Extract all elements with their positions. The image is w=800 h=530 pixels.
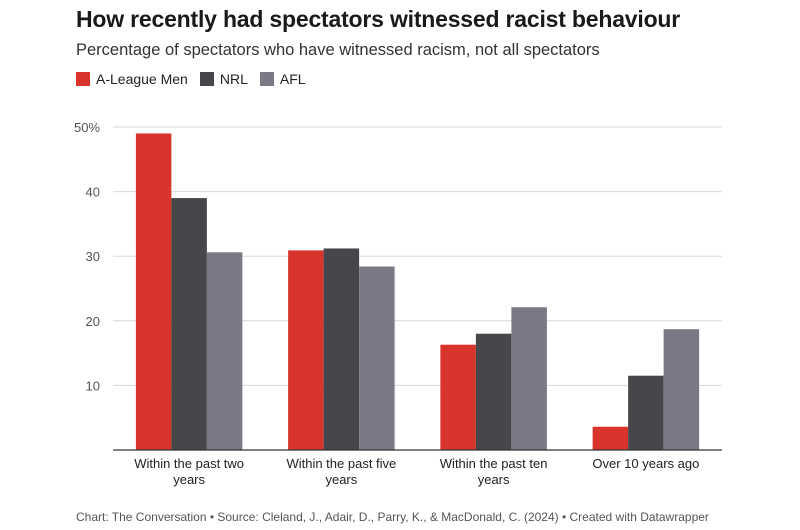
x-tick-label: years — [325, 472, 357, 487]
x-tick-label: Within the past five — [286, 456, 396, 471]
x-tick-label: Within the past two — [134, 456, 244, 471]
legend-item: AFL — [259, 71, 306, 87]
legend-label: NRL — [219, 71, 248, 87]
bar — [592, 426, 629, 450]
x-tick-label: Within the past ten — [440, 456, 548, 471]
legend-swatch — [259, 72, 274, 86]
bar — [323, 248, 360, 450]
x-tick-label: Over 10 years ago — [592, 456, 699, 471]
bar — [663, 329, 700, 450]
bar — [171, 198, 207, 450]
legend-swatch — [76, 72, 90, 86]
chart-title: How recently had spectators witnessed ra… — [76, 6, 681, 32]
x-tick-label: years — [478, 472, 510, 487]
chart-subtitle: Percentage of spectators who have witnes… — [76, 41, 600, 59]
y-tick-label: 10 — [86, 378, 100, 393]
bar — [359, 266, 395, 450]
y-tick-label: 30 — [86, 249, 100, 264]
legend: A-League Men NRL AFL — [76, 71, 318, 87]
legend-item: NRL — [199, 71, 248, 87]
bar — [475, 333, 512, 450]
bar — [511, 307, 547, 450]
legend-label: AFL — [279, 71, 306, 87]
bar — [135, 133, 172, 450]
y-tick-label: 40 — [86, 185, 100, 200]
bar — [440, 344, 476, 450]
y-tick-label: 20 — [86, 314, 100, 329]
y-tick-label: 50% — [74, 120, 100, 135]
x-tick-label: years — [173, 472, 205, 487]
legend-label: A-League Men — [96, 71, 188, 87]
legend-swatch — [199, 72, 214, 86]
bar — [206, 252, 243, 450]
legend-item: A-League Men — [76, 71, 188, 87]
bar — [628, 375, 664, 450]
chart-footer: Chart: The Conversation • Source: Clelan… — [76, 510, 709, 524]
bar — [288, 250, 324, 450]
